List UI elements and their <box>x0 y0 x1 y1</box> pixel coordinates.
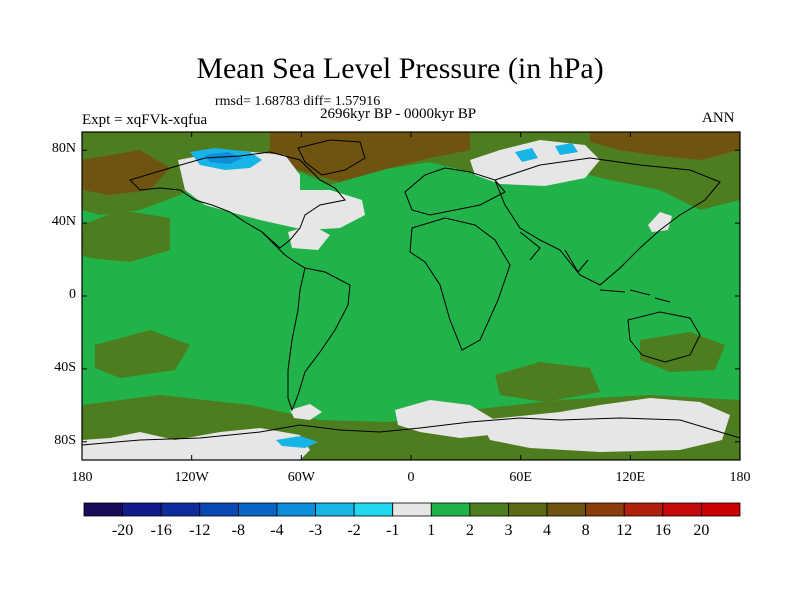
colorbar-label: -1 <box>386 522 400 539</box>
field-indian-ocean <box>640 332 725 372</box>
colorbar-label: 8 <box>581 522 590 539</box>
colorbar-label: -3 <box>308 522 323 539</box>
colorbar-swatch <box>315 502 355 517</box>
colorbar-swatch <box>122 502 162 517</box>
colorbar-swatch <box>701 502 741 517</box>
lat-tick-label: 40S <box>54 359 76 375</box>
experiment-label: Expt = xqFVk-xqfua <box>82 112 208 128</box>
colorbar-swatch <box>160 502 201 517</box>
field-arctic-canada-strong <box>205 152 242 164</box>
field-gulf-low <box>288 225 330 250</box>
field-antarctic-east <box>480 398 730 452</box>
colorbar-swatch <box>623 502 664 517</box>
colorbar-label: 20 <box>693 522 710 539</box>
field-south-atlantic <box>495 362 600 402</box>
lat-tick-label: 0 <box>69 287 76 302</box>
colorbar-label: -20 <box>111 522 134 539</box>
colorbar-label: -8 <box>231 522 245 539</box>
colorbar-swatch <box>237 502 278 517</box>
colorbar-swatch <box>353 502 394 517</box>
colorbar-swatch <box>662 502 702 517</box>
colorbar-swatch <box>430 502 471 517</box>
colorbar-swatch <box>392 502 432 517</box>
colorbar-label: 2 <box>465 522 474 539</box>
field-south-pacific <box>95 330 190 378</box>
field-npacific <box>82 150 170 195</box>
chart-title: Mean Sea Level Pressure (in hPa) <box>196 52 604 85</box>
period-text: 2696kyr BP - 0000kyr BP <box>320 106 477 122</box>
colorbar-swatch <box>546 502 587 517</box>
colorbar-label: 4 <box>543 522 552 539</box>
field-siberia-negative <box>515 148 538 162</box>
lon-tick-label: 180 <box>71 470 93 485</box>
lon-tick-label: 60E <box>509 470 532 485</box>
lon-tick-label: 120E <box>615 470 646 485</box>
coastlines <box>81 139 741 446</box>
lat-tick-label: 80N <box>51 141 76 157</box>
colorbar-swatch <box>83 502 123 517</box>
field-np-east <box>82 210 170 262</box>
colorbar-label: -16 <box>150 522 172 539</box>
colorbar-label: 1 <box>427 522 436 539</box>
colorbar-label: 3 <box>504 522 513 539</box>
lon-tick-label: 120W <box>174 470 209 485</box>
rmsd-diff-text: rmsd= 1.68783 diff= 1.57916 <box>215 94 381 109</box>
colorbar-swatch <box>469 502 509 517</box>
field-siberia-negative-2 <box>555 143 578 155</box>
season-label: ANN <box>702 110 735 126</box>
colorbar-swatch <box>276 502 316 517</box>
lat-tick-label: 80S <box>54 432 76 448</box>
colorbar-label: 12 <box>616 522 633 539</box>
colorbar-label: -4 <box>270 522 284 539</box>
colorbar-label: -2 <box>347 522 361 539</box>
field-japan-low <box>648 212 672 232</box>
field-antarctic-west <box>82 428 310 460</box>
colorbar-swatch <box>199 502 239 517</box>
lon-tick-label: 0 <box>407 470 415 485</box>
field-drake <box>290 404 322 420</box>
colorbar-swatch <box>508 502 548 517</box>
field-antarctic-negative <box>276 436 318 448</box>
field-arctic-high <box>270 132 470 182</box>
colorbar <box>83 502 741 517</box>
colorbar-swatch <box>585 502 625 517</box>
colorbar-label: -12 <box>189 522 211 539</box>
lon-tick-label: 60W <box>287 470 315 485</box>
field-arctic-high-east <box>590 132 740 160</box>
colorbar-label: 16 <box>654 522 671 539</box>
lon-tick-label: 180 <box>729 470 751 485</box>
lat-tick-label: 40N <box>51 214 76 230</box>
